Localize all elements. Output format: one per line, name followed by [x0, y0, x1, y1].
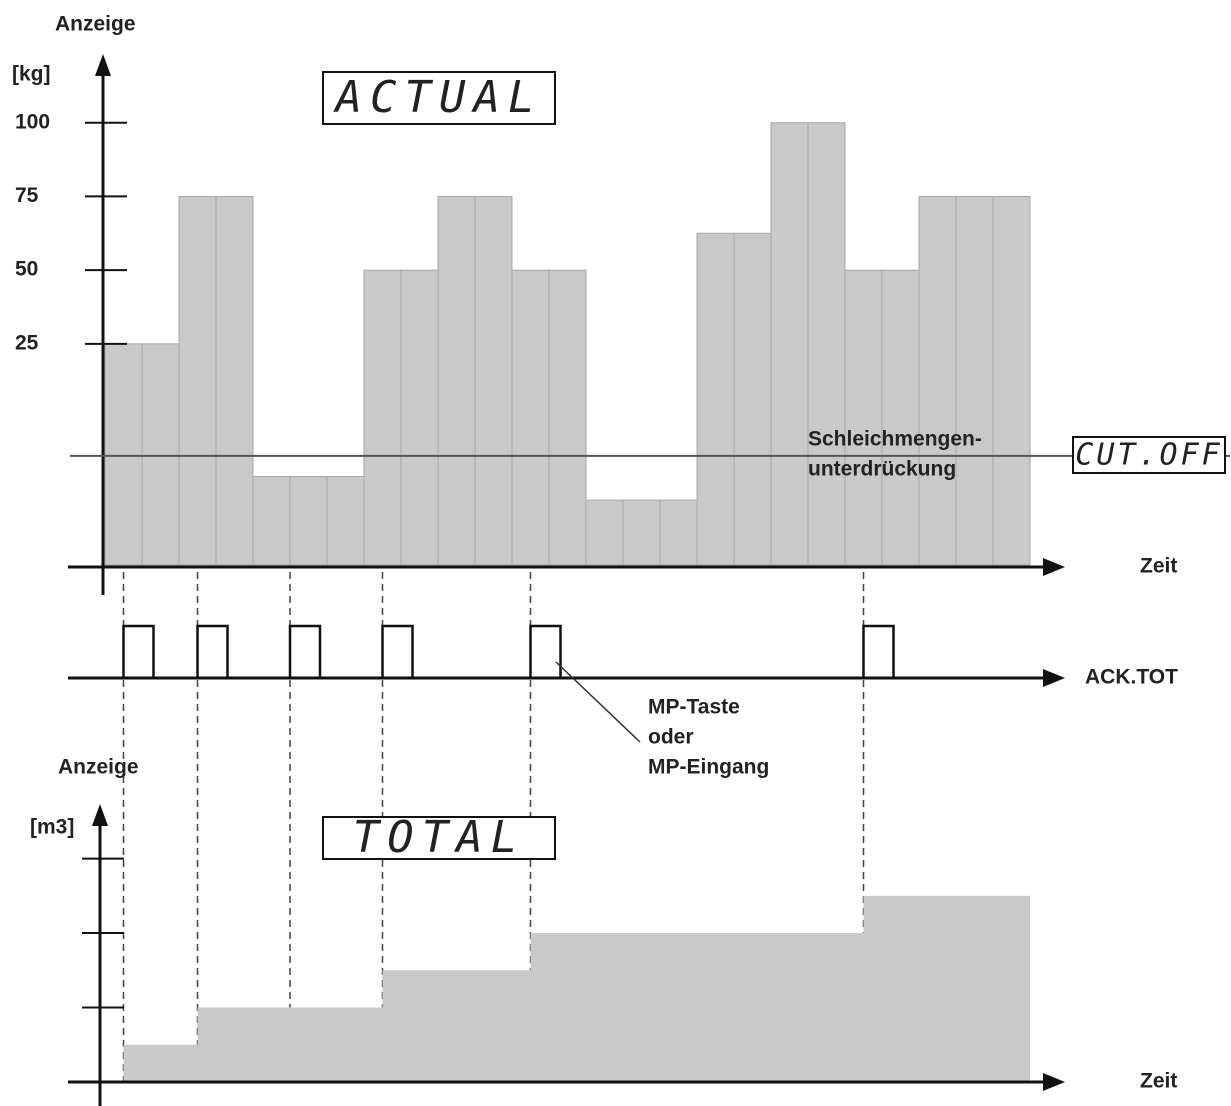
- bar: [511, 269, 550, 566]
- display-box: [322, 71, 556, 125]
- axis-arrow: [92, 804, 108, 826]
- y-axis-label: Anzeige: [58, 756, 139, 779]
- bar: [178, 195, 217, 566]
- bar: [733, 232, 772, 566]
- y-tick-label: 75: [15, 184, 39, 207]
- y-axis-label: Anzeige: [55, 13, 136, 36]
- bar: [363, 269, 402, 566]
- axis-arrow: [1043, 669, 1065, 687]
- bar: [289, 476, 328, 566]
- bar: [585, 499, 624, 566]
- bar: [326, 476, 365, 566]
- bar: [474, 195, 513, 566]
- bar: [807, 122, 846, 566]
- pulse: [381, 624, 414, 678]
- bar: [530, 933, 864, 1082]
- bar: [548, 269, 587, 566]
- bar: [382, 970, 531, 1082]
- y-axis-unit: [kg]: [12, 63, 51, 86]
- bar: [104, 343, 143, 566]
- y-axis-unit: [m3]: [30, 816, 74, 839]
- bar: [770, 122, 809, 566]
- bar: [197, 1007, 290, 1082]
- leader-line: [555, 661, 641, 743]
- pulse: [196, 624, 229, 678]
- x-axis-label: Zeit: [1140, 555, 1177, 578]
- x-axis-label: ACK.TOT: [1085, 666, 1178, 689]
- bar: [437, 195, 476, 566]
- pulse: [529, 624, 562, 678]
- pulse: [862, 624, 895, 678]
- bar: [400, 269, 439, 566]
- bar: [252, 476, 291, 566]
- y-tick-label: 50: [15, 258, 38, 281]
- bar: [955, 195, 994, 566]
- bar: [881, 269, 920, 566]
- bar: [863, 895, 1030, 1082]
- axis-arrow: [1043, 1073, 1065, 1091]
- cutoff-label: Schleichmengen-: [808, 428, 982, 451]
- display-text: ACTUAL: [333, 72, 543, 123]
- pulse: [288, 624, 322, 678]
- cutoff-label: unterdrückung: [808, 458, 956, 481]
- annotation: MP-Taste: [648, 696, 740, 719]
- display-text: CUT.OFF: [1075, 438, 1222, 473]
- bar: [844, 269, 883, 566]
- bar: [918, 195, 957, 566]
- display-box: [1072, 436, 1226, 474]
- bar: [215, 195, 254, 566]
- bar: [290, 1007, 383, 1082]
- axis-arrow: [95, 54, 111, 76]
- bar: [659, 499, 698, 566]
- display-text: TOTAL: [353, 812, 525, 863]
- bar: [696, 232, 735, 566]
- y-tick-label: 25: [15, 331, 39, 354]
- x-axis-label: Zeit: [1140, 1070, 1177, 1093]
- bar: [992, 195, 1031, 566]
- annotation: MP-Eingang: [648, 756, 769, 779]
- bar: [123, 1044, 198, 1082]
- y-tick-label: 100: [15, 110, 50, 133]
- pulse: [122, 624, 155, 678]
- display-box: [322, 816, 556, 860]
- axis-arrow: [1043, 558, 1065, 576]
- annotation: oder: [648, 726, 694, 749]
- bar: [141, 343, 180, 566]
- bar: [622, 499, 661, 566]
